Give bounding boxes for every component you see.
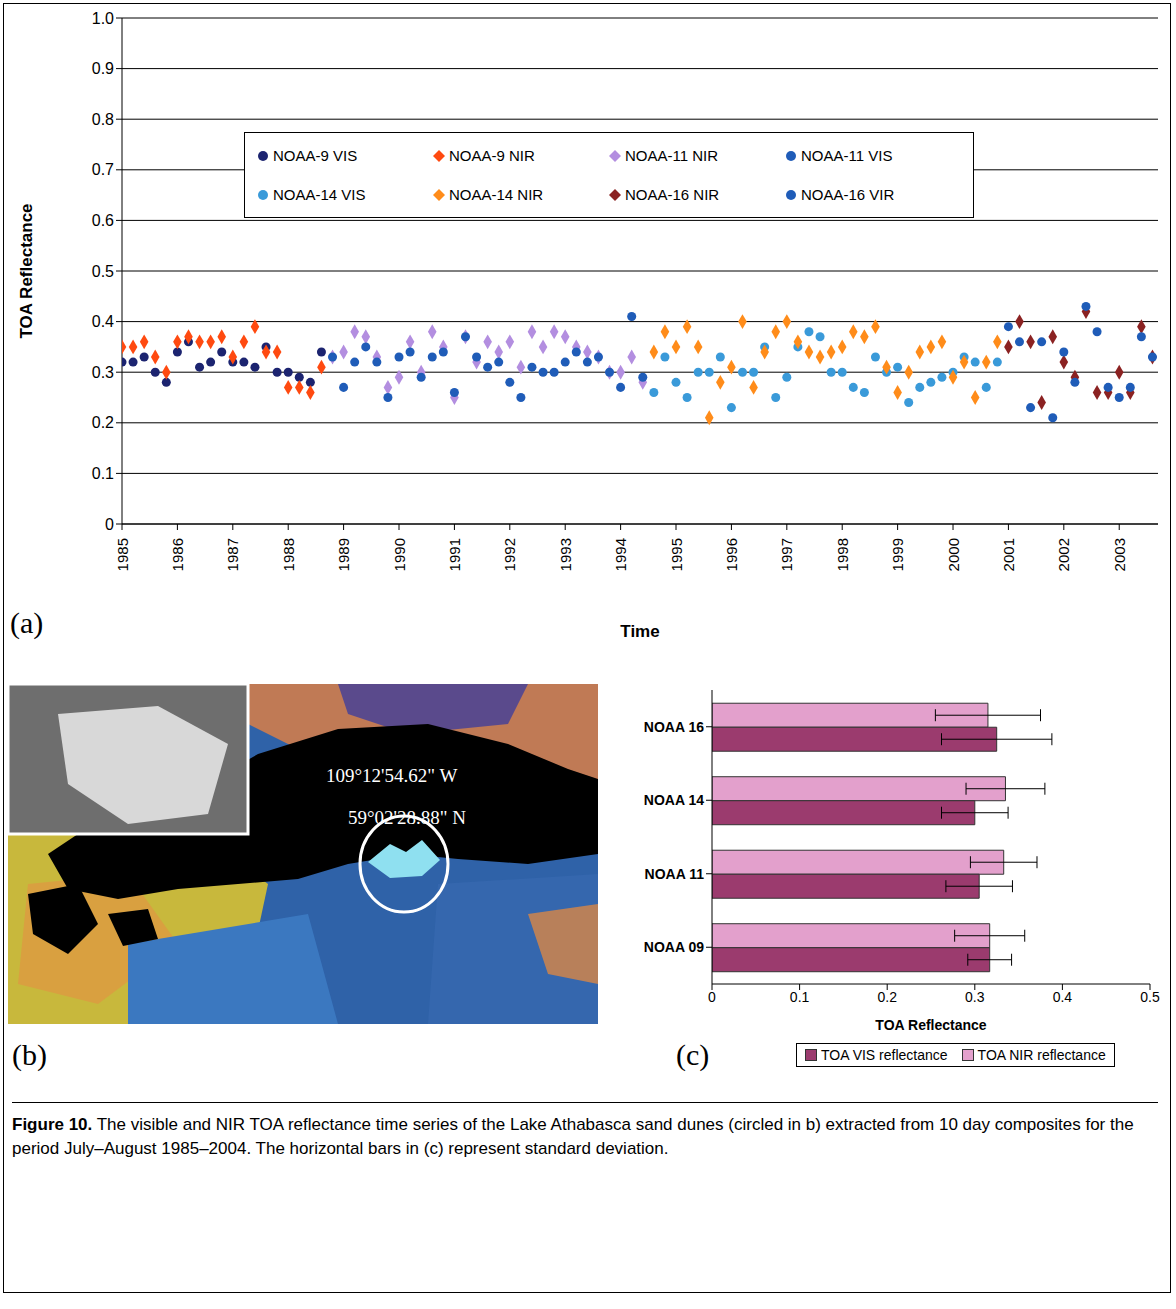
html-text:NOAA-14 NIR: NOAA-14 NIR <box>449 186 544 203</box>
svg-text:2001: 2001 <box>1000 538 1017 571</box>
svg-text:1986: 1986 <box>169 538 186 571</box>
html-text:TOA VIS reflectance: TOA VIS reflectance <box>821 1047 948 1063</box>
svg-text:0.4: 0.4 <box>92 313 114 330</box>
html-text:(b): (b) <box>12 1038 47 1071</box>
svg-text:1.0: 1.0 <box>92 10 114 27</box>
html-text:NOAA-16 NIR: NOAA-16 NIR <box>625 186 720 203</box>
html-text:(a): (a) <box>10 606 44 639</box>
svg-text:2002: 2002 <box>1055 538 1072 571</box>
svg-text:0.5: 0.5 <box>92 263 114 280</box>
svg-text:NOAA 16: NOAA 16 <box>644 719 704 735</box>
html-text:NOAA-9 NIR: NOAA-9 NIR <box>449 147 535 164</box>
svg-text:0: 0 <box>105 516 114 533</box>
svg-text:0.2: 0.2 <box>877 989 897 1005</box>
html-text:Figure 10. The visible and NIR: Figure 10. The visible and NIR TOA refle… <box>12 1115 1134 1158</box>
svg-text:0.1: 0.1 <box>790 989 810 1005</box>
html-text:Time: Time <box>620 622 660 641</box>
svg-text:0.8: 0.8 <box>92 111 114 128</box>
svg-text:1992: 1992 <box>501 538 518 571</box>
svg-text:1998: 1998 <box>834 538 851 571</box>
svg-text:0.1: 0.1 <box>92 465 114 482</box>
html-text:NOAA-11 NIR: NOAA-11 NIR <box>625 147 719 164</box>
svg-text:1999: 1999 <box>889 538 906 571</box>
svg-text:NOAA 11: NOAA 11 <box>645 866 705 882</box>
html-text:TOA NIR reflectance: TOA NIR reflectance <box>977 1047 1106 1063</box>
svg-text:1988: 1988 <box>280 538 297 571</box>
html-text:NOAA-9 VIS: NOAA-9 VIS <box>273 147 358 164</box>
svg-text:0: 0 <box>708 989 716 1005</box>
svg-text:0.2: 0.2 <box>92 414 114 431</box>
svg-text:0.3: 0.3 <box>92 364 114 381</box>
svg-text:2000: 2000 <box>945 538 962 571</box>
html-text:NOAA-16 VIR: NOAA-16 VIR <box>801 186 895 203</box>
svg-text:TOA Reflectance: TOA Reflectance <box>17 203 36 338</box>
svg-text:0.3: 0.3 <box>965 989 985 1005</box>
svg-text:1991: 1991 <box>446 538 463 571</box>
svg-text:0.5: 0.5 <box>1140 989 1160 1005</box>
svg-text:59°02'28.88" N: 59°02'28.88" N <box>348 807 466 828</box>
svg-text:0.6: 0.6 <box>92 212 114 229</box>
svg-text:0.7: 0.7 <box>92 161 114 178</box>
svg-text:TOA Reflectance: TOA Reflectance <box>875 1017 986 1033</box>
svg-text:NOAA 09: NOAA 09 <box>644 939 704 955</box>
svg-text:1996: 1996 <box>723 538 740 571</box>
svg-text:1994: 1994 <box>612 538 629 571</box>
svg-text:109°12'54.62" W: 109°12'54.62" W <box>326 765 457 786</box>
svg-text:0.9: 0.9 <box>92 60 114 77</box>
svg-text:1993: 1993 <box>557 538 574 571</box>
svg-text:1990: 1990 <box>391 538 408 571</box>
svg-text:0.4: 0.4 <box>1053 989 1073 1005</box>
svg-text:NOAA 14: NOAA 14 <box>644 792 704 808</box>
svg-text:1985: 1985 <box>114 538 131 571</box>
html-text:NOAA-14 VIS: NOAA-14 VIS <box>273 186 366 203</box>
svg-text:1989: 1989 <box>335 538 352 571</box>
svg-text:1997: 1997 <box>778 538 795 571</box>
svg-text:2003: 2003 <box>1111 538 1128 571</box>
html-text:NOAA-11 VIS: NOAA-11 VIS <box>801 147 893 164</box>
svg-text:1995: 1995 <box>668 538 685 571</box>
svg-text:1987: 1987 <box>224 538 241 571</box>
html-text:(c): (c) <box>676 1038 710 1071</box>
